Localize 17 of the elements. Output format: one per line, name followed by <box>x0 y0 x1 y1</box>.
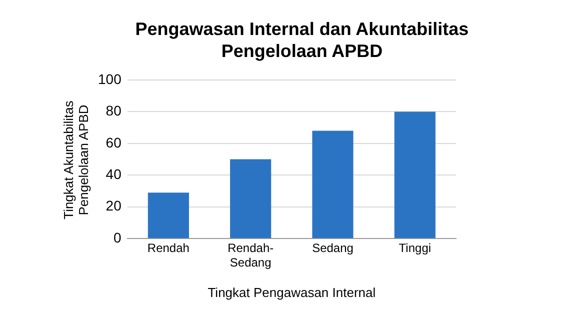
bar <box>230 159 272 238</box>
bar <box>312 130 354 238</box>
y-tick-label: 40 <box>106 166 122 182</box>
y-tick-label: 0 <box>114 229 122 246</box>
x-tick-label: Rendah-Sedang <box>228 241 274 270</box>
x-tick-label: Sedang <box>312 241 354 256</box>
y-tick-label: 100 <box>98 70 122 87</box>
y-tick-label: 80 <box>106 102 122 119</box>
y-tick-label: 20 <box>106 198 122 214</box>
x-tick-label: Rendah <box>147 241 190 256</box>
y-axis-title: Tingkat Akuntabilitas Pengelolaan APBD <box>61 100 91 222</box>
y-tick-label: 60 <box>106 134 122 150</box>
chart-title: Pengawasan Internal dan Akuntabilitas Pengelolaan APBD <box>134 18 470 62</box>
bar <box>148 192 189 238</box>
x-axis-title: Tingkat Pengawasan Internal <box>208 284 376 300</box>
x-tick-label: Tinggi <box>398 241 432 256</box>
bar <box>394 112 436 238</box>
